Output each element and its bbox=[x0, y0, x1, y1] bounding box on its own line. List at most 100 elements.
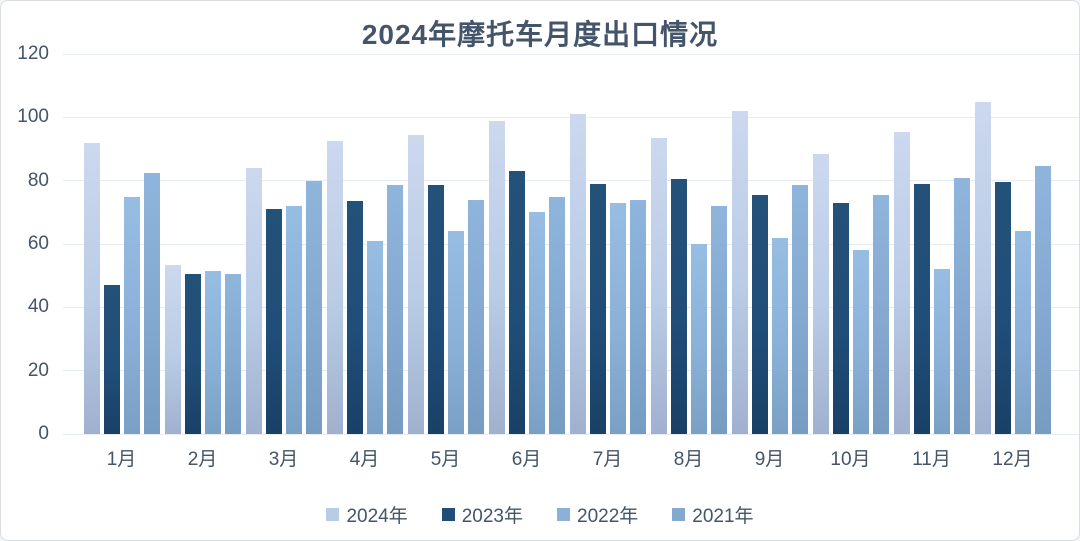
x-axis-tick-label-11月: 11月 bbox=[912, 449, 951, 470]
bar-2022年-12月 bbox=[1014, 231, 1031, 434]
bar-group-9月 bbox=[729, 54, 810, 434]
bar-group-8月 bbox=[648, 54, 729, 434]
legend-swatch-icon bbox=[441, 508, 455, 521]
bar-2022年-9月 bbox=[771, 237, 788, 434]
legend-item-2021年: 2021年 bbox=[672, 501, 754, 528]
bar-2024年-5月 bbox=[407, 134, 424, 434]
bar-group-1月 bbox=[81, 54, 162, 434]
chart-title: 2024年摩托车月度出口情况 bbox=[361, 19, 719, 50]
legend-label: 2024年 bbox=[346, 506, 408, 527]
bar-2022年-2月 bbox=[204, 270, 221, 434]
x-axis: 1月 2月 3月 4月 5月 6月 7月 8月 9月 10月 11月 12月 bbox=[63, 444, 1079, 471]
bar-2022年-11月 bbox=[933, 269, 950, 434]
bar-2021年-12月 bbox=[1034, 166, 1051, 434]
bar-2021年-2月 bbox=[224, 274, 241, 434]
bar-group-10月 bbox=[810, 54, 891, 434]
gridline bbox=[63, 433, 1079, 435]
bar-2022年-7月 bbox=[609, 202, 626, 434]
bar-2024年-10月 bbox=[812, 153, 829, 434]
x-axis-tick-label-2月: 2月 bbox=[187, 449, 218, 470]
bar-group-7月 bbox=[567, 54, 648, 434]
bar-2023年-6月 bbox=[508, 171, 525, 434]
legend-label: 2023年 bbox=[461, 506, 523, 527]
legend-item-2024年: 2024年 bbox=[326, 501, 408, 528]
x-axis-tick-label-10月: 10月 bbox=[830, 449, 871, 470]
bar-2024年-1月 bbox=[83, 142, 100, 434]
bar-2024年-6月 bbox=[488, 120, 505, 434]
bar-2023年-5月 bbox=[427, 185, 444, 434]
bar-2023年-10月 bbox=[832, 202, 849, 434]
bar-2024年-4月 bbox=[326, 141, 343, 434]
bar-group-4月 bbox=[324, 54, 405, 434]
y-axis-tick-label: 120 bbox=[17, 43, 49, 64]
bar-2023年-2月 bbox=[184, 274, 201, 434]
x-axis-tick-label-3月: 3月 bbox=[268, 449, 299, 470]
bar-2023年-8月 bbox=[670, 179, 687, 434]
plot-area bbox=[63, 53, 1079, 435]
bar-2023年-4月 bbox=[346, 201, 363, 434]
legend-label: 2022年 bbox=[577, 506, 639, 527]
bar-2024年-7月 bbox=[569, 114, 586, 434]
bar-2021年-11月 bbox=[953, 177, 970, 434]
bar-group-6月 bbox=[486, 54, 567, 434]
bar-2022年-5月 bbox=[447, 231, 464, 434]
bar-2023年-7月 bbox=[589, 183, 606, 434]
bar-2021年-5月 bbox=[467, 199, 484, 434]
bar-2021年-6月 bbox=[548, 196, 565, 434]
bar-2021年-9月 bbox=[791, 185, 808, 434]
bar-2022年-1月 bbox=[123, 196, 140, 434]
bar-2022年-6月 bbox=[528, 212, 545, 434]
x-axis-tick-label-8月: 8月 bbox=[673, 449, 704, 470]
legend-swatch-icon bbox=[326, 508, 340, 521]
bar-2024年-8月 bbox=[650, 137, 667, 434]
bar-2021年-7月 bbox=[629, 199, 646, 434]
x-axis-tick-label-12月: 12月 bbox=[992, 449, 1033, 470]
bar-group-2月 bbox=[162, 54, 243, 434]
bars-row bbox=[63, 54, 1079, 434]
bar-2024年-2月 bbox=[164, 264, 181, 434]
bar-2021年-8月 bbox=[710, 206, 727, 434]
bar-2023年-11月 bbox=[913, 183, 930, 434]
legend: 2024年 2023年 2022年 2021年 bbox=[1, 501, 1079, 528]
y-axis: 0 20 40 60 80 100 120 bbox=[1, 43, 49, 444]
y-axis-tick-label: 100 bbox=[17, 106, 49, 128]
bar-2022年-4月 bbox=[366, 240, 383, 434]
bar-group-11月 bbox=[891, 54, 972, 434]
gridline bbox=[63, 53, 1079, 55]
bar-2022年-8月 bbox=[690, 244, 707, 434]
bar-group-5月 bbox=[405, 54, 486, 434]
bar-group-12月 bbox=[972, 54, 1053, 434]
bar-2024年-11月 bbox=[893, 131, 910, 434]
y-axis-tick-label: 80 bbox=[27, 169, 49, 191]
legend-swatch-icon bbox=[557, 508, 570, 521]
x-axis-tick-label-7月: 7月 bbox=[592, 449, 623, 470]
y-axis-tick-label: 20 bbox=[27, 359, 49, 381]
bar-2022年-3月 bbox=[285, 206, 302, 434]
x-axis-tick-label-1月: 1月 bbox=[106, 449, 137, 470]
bar-2024年-3月 bbox=[245, 168, 262, 434]
legend-label: 2021年 bbox=[692, 506, 754, 527]
bar-2021年-3月 bbox=[305, 180, 322, 434]
bar-2023年-9月 bbox=[751, 194, 768, 434]
y-axis-tick-label: 40 bbox=[27, 296, 49, 318]
bar-2023年-1月 bbox=[103, 285, 120, 434]
bar-2021年-1月 bbox=[143, 172, 160, 434]
bar-group-3月 bbox=[243, 54, 324, 434]
bar-2024年-9月 bbox=[731, 111, 748, 434]
x-axis-tick-label-5月: 5月 bbox=[430, 449, 461, 470]
bar-2022年-10月 bbox=[852, 250, 869, 434]
bar-2021年-10月 bbox=[872, 194, 889, 434]
legend-swatch-icon bbox=[672, 508, 686, 521]
bar-2024年-12月 bbox=[974, 101, 991, 434]
bar-2023年-3月 bbox=[265, 209, 282, 434]
legend-item-2022年: 2022年 bbox=[557, 501, 638, 528]
y-axis-tick-label: 0 bbox=[38, 423, 49, 444]
bar-2021年-4月 bbox=[386, 185, 403, 434]
x-axis-tick-label-4月: 4月 bbox=[349, 449, 380, 470]
bar-2023年-12月 bbox=[994, 182, 1011, 434]
x-axis-tick-label-6月: 6月 bbox=[511, 449, 542, 470]
legend-item-2023年: 2023年 bbox=[441, 501, 523, 528]
y-axis-tick-label: 60 bbox=[27, 233, 49, 254]
x-axis-tick-label-9月: 9月 bbox=[754, 449, 785, 470]
